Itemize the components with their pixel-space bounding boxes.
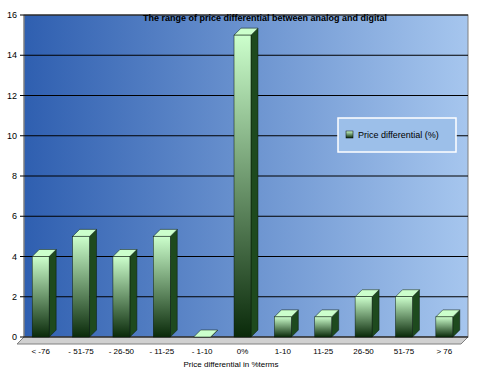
- bar: [355, 297, 372, 337]
- y-tick-label: 2: [12, 292, 17, 302]
- x-tick-label: 51-75: [394, 347, 415, 356]
- bar: [436, 317, 453, 337]
- legend-label: Price differential (%): [358, 130, 439, 140]
- x-axis-label: Price differential in %terms: [184, 360, 279, 369]
- bar-side: [90, 229, 97, 337]
- bar-top: [355, 290, 379, 297]
- y-tick-label: 10: [7, 131, 17, 141]
- x-tick-label: > 76: [436, 347, 452, 356]
- bar-side: [372, 290, 379, 337]
- x-tick-label: < -76: [31, 347, 50, 356]
- bar-top: [395, 290, 419, 297]
- x-tick-label: 26-50: [353, 347, 374, 356]
- y-tick-label: 14: [7, 50, 17, 60]
- y-tick-label: 0: [12, 332, 17, 342]
- bar-side: [49, 250, 56, 338]
- bars: [32, 28, 460, 337]
- bar-top: [73, 229, 97, 236]
- y-tick: [20, 256, 24, 257]
- bar: [274, 317, 291, 337]
- bar-top: [153, 229, 177, 236]
- bar: [194, 337, 211, 338]
- y-tick: [20, 296, 24, 297]
- x-tick-label: - 1-10: [192, 347, 213, 356]
- y-tick: [20, 55, 24, 56]
- y-tick: [20, 337, 24, 338]
- y-tick-label: 6: [12, 211, 17, 221]
- bar: [315, 317, 332, 337]
- bar: [153, 236, 170, 337]
- bar-top: [274, 310, 298, 317]
- legend-swatch: [346, 131, 353, 138]
- bar: [234, 35, 251, 337]
- bar-side: [170, 229, 177, 337]
- y-tick: [20, 216, 24, 217]
- chart: 0 2 4 6 8 10 12 14 16 < -76 - 51-75 - 26-50 - 11-25 -…: [0, 0, 481, 372]
- plot-area: [24, 15, 468, 337]
- x-tick-label: 1-10: [275, 347, 292, 356]
- bar-side: [130, 250, 137, 338]
- bar-top: [194, 330, 218, 337]
- x-tick-label: - 51-75: [68, 347, 94, 356]
- title: The range of price differential between …: [143, 13, 387, 23]
- x-tick-label: 11-25: [313, 347, 333, 356]
- bar: [113, 257, 130, 338]
- bar: [395, 297, 412, 337]
- y-tick: [20, 135, 24, 136]
- bar-top: [113, 250, 137, 257]
- bar-top: [315, 310, 339, 317]
- y-tick: [20, 176, 24, 177]
- y-tick-label: 4: [12, 252, 17, 262]
- y-tick-label: 12: [7, 91, 17, 101]
- x-tick-label: 0%: [237, 347, 249, 356]
- y-tick: [20, 95, 24, 96]
- x-tick-label: - 26-50: [109, 347, 135, 356]
- x-tick-label: - 11-25: [149, 347, 174, 356]
- bar-top: [234, 28, 258, 35]
- legend: [338, 118, 456, 152]
- bar: [73, 236, 90, 337]
- y-tick-label: 16: [7, 10, 17, 20]
- bar-side: [251, 28, 258, 337]
- bar-top: [32, 250, 56, 257]
- bar-side: [412, 290, 419, 337]
- bar: [32, 257, 49, 338]
- floor: [17, 337, 468, 344]
- bar-top: [436, 310, 460, 317]
- y-tick-label: 8: [12, 171, 17, 181]
- y-tick: [20, 15, 24, 16]
